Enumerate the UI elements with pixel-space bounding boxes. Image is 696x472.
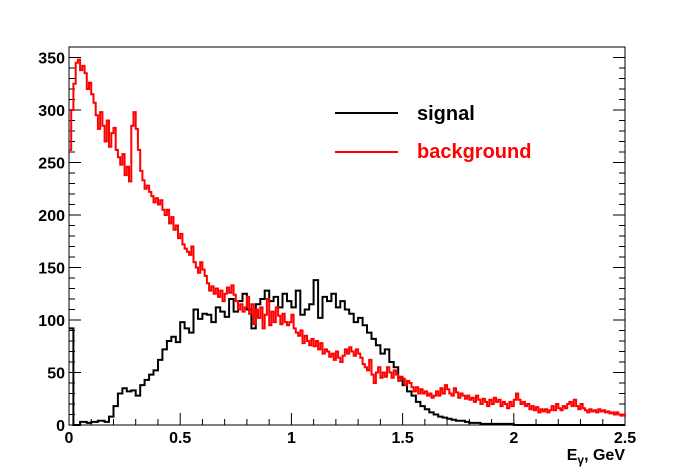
y-tick-label: 100 bbox=[38, 313, 65, 330]
x-axis-title-main: E bbox=[567, 447, 578, 464]
legend: signal background bbox=[335, 103, 531, 163]
y-tick-label: 0 bbox=[56, 418, 65, 435]
series-signal-histogram bbox=[69, 279, 625, 426]
x-axis-title: Eγ, GeV bbox=[567, 447, 626, 467]
x-tick-label: 2.5 bbox=[614, 430, 636, 447]
y-tick-label: 300 bbox=[38, 103, 65, 120]
y-tick-label: 350 bbox=[38, 51, 65, 68]
series-background-histogram bbox=[69, 58, 626, 417]
x-axis-tick-labels: 0 0.5 1 1.5 2 2.5 bbox=[65, 430, 637, 447]
series-layer bbox=[69, 58, 626, 426]
legend-background-label: background bbox=[417, 141, 531, 163]
legend-signal-label: signal bbox=[417, 103, 475, 125]
y-tick-label: 50 bbox=[47, 366, 65, 383]
x-tick-label: 2 bbox=[509, 430, 518, 447]
x-axis-title-sub: γ bbox=[577, 453, 584, 467]
y-tick-label: 250 bbox=[38, 156, 65, 173]
x-tick-label: 0.5 bbox=[169, 430, 191, 447]
x-tick-label: 0 bbox=[65, 430, 74, 447]
x-axis-title-unit: , GeV bbox=[584, 447, 625, 464]
y-tick-label: 150 bbox=[38, 261, 65, 278]
y-axis-tick-labels: 0 50 100 150 200 250 300 350 bbox=[38, 51, 65, 436]
y-tick-label: 200 bbox=[38, 208, 65, 225]
x-tick-label: 1.5 bbox=[391, 430, 413, 447]
x-tick-label: 1 bbox=[287, 430, 296, 447]
